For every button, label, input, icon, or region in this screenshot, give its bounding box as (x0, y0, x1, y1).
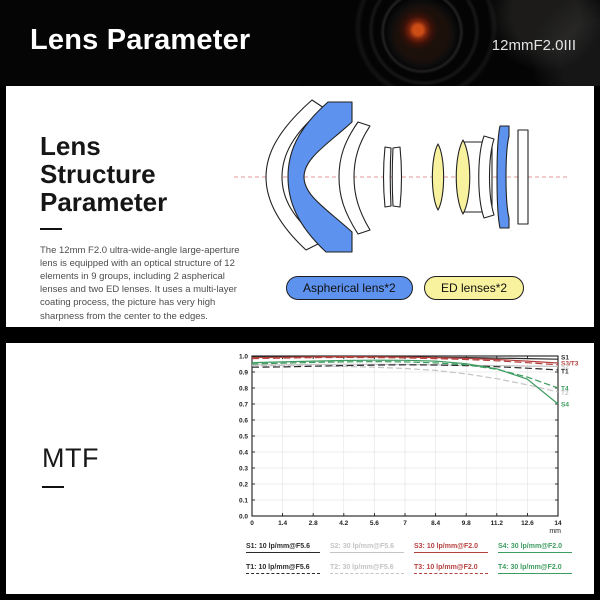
svg-text:0.9: 0.9 (239, 369, 248, 376)
lens-element-aspherical-2 (496, 125, 510, 229)
svg-text:0.5: 0.5 (239, 433, 248, 440)
lens-elements-group (265, 99, 529, 253)
svg-text:1.0: 1.0 (239, 353, 248, 360)
lens-structure-diagram (234, 99, 570, 253)
curve-label-T4: T4 (561, 385, 569, 392)
legend-label-T4: T4: 30 lp/mm@F2.0 (498, 564, 562, 571)
mtf-chart-svg: 0.0 0.1 0.2 0.3 0.4 0.5 0.6 0.7 0.8 0.9 1.0 0 1.4 2.8… (239, 353, 579, 535)
structure-heading-line2: Structure (40, 159, 156, 190)
svg-text:2.8: 2.8 (309, 520, 318, 527)
structure-heading: Lens Structure Parameter (40, 131, 168, 231)
mtf-series-S4 (251, 359, 559, 405)
curve-label-T1: T1 (561, 368, 569, 375)
mtf-heading-text: MTF (42, 443, 99, 473)
curve-label-T2: T2 (561, 390, 569, 397)
svg-text:4.2: 4.2 (339, 520, 348, 527)
legend-item-T2: T2: 30 lp/mm@F5.6 (330, 564, 408, 585)
mtf-series-S3 (251, 355, 559, 364)
legend-label-T3: T3: 10 lp/mm@F2.0 (414, 564, 478, 571)
structure-description: The 12mm F2.0 ultra-wide-angle large-ape… (40, 245, 240, 322)
svg-text:0.8: 0.8 (239, 385, 248, 392)
svg-text:0: 0 (250, 520, 254, 527)
svg-text:12.6: 12.6 (521, 520, 534, 527)
legend-item-T3: T3: 10 lp/mm@F2.0 (414, 564, 492, 585)
lens-element-aspherical-1 (287, 101, 353, 253)
legend-item-S2: S2: 30 lp/mm@F5.6 (330, 543, 408, 564)
svg-text:0.6: 0.6 (239, 417, 248, 424)
svg-text:11.2: 11.2 (491, 520, 504, 527)
lens-structure-panel: Lens Structure Parameter The 12mm F2.0 u… (6, 86, 594, 327)
curve-label-S3-T3: S3/T3 (561, 361, 579, 368)
legend-label-S4: S4: 30 lp/mm@F2.0 (498, 543, 563, 550)
structure-heading-line3: Parameter (40, 187, 168, 218)
heading-underline-dash (40, 228, 62, 231)
svg-text:0.2: 0.2 (239, 481, 248, 488)
svg-text:0.1: 0.1 (239, 497, 248, 504)
lens-element-filter (517, 129, 529, 225)
legend-line-sample-S4 (498, 552, 572, 553)
header-banner: Lens Parameter 12mmF2.0III (0, 0, 600, 86)
mtf-heading: MTF (42, 443, 99, 488)
legend-label-T2: T2: 30 lp/mm@F5.6 (330, 564, 394, 571)
legend-line-sample-T3 (414, 573, 488, 574)
mtf-heading-underline-dash (42, 486, 64, 488)
lens-element-meniscus-3 (478, 135, 495, 219)
legend-label-S1: S1: 10 lp/mm@F5.6 (246, 543, 311, 550)
svg-text:14: 14 (554, 520, 562, 527)
svg-text:9.8: 9.8 (462, 520, 471, 527)
legend-line-sample-S1 (246, 552, 320, 553)
ed-lens-badge: ED lenses*2 (424, 276, 525, 300)
mtf-series-T1 (251, 364, 559, 371)
svg-text:0.0: 0.0 (239, 513, 248, 520)
legend-line-sample-S2 (330, 552, 404, 553)
legend-line-sample-T1 (246, 573, 320, 574)
mtf-series-T3 (251, 356, 559, 366)
lens-element-mid-a (382, 146, 392, 208)
mtf-series-T2 (252, 365, 559, 393)
lens-element-meniscus-2 (338, 121, 371, 235)
legend-label-S2: S2: 30 lp/mm@F5.6 (330, 543, 395, 550)
svg-text:8.4: 8.4 (431, 520, 440, 527)
curve-label-S1: S1 (561, 355, 569, 362)
svg-text:0.4: 0.4 (239, 449, 248, 456)
svg-text:5.6: 5.6 (370, 520, 379, 527)
legend-item-S1: S1: 10 lp/mm@F5.6 (246, 543, 324, 564)
mtf-panel: MTF 0.0 0.1 0.2 0.3 0.4 0.5 0.6 0.7 0.8 0.9 1.0 0 1.… (6, 343, 594, 594)
svg-text:1.4: 1.4 (278, 520, 287, 527)
legend-line-sample-S3 (414, 552, 488, 553)
legend-line-sample-T2 (330, 573, 404, 574)
legend-item-T1: T1: 10 lp/mm@F5.6 (246, 564, 324, 585)
lens-element-mid-b (391, 146, 403, 208)
lens-element-ed-1 (431, 143, 445, 211)
lens-element-ed-2 (455, 139, 471, 215)
curve-label-S4: S4 (561, 401, 569, 408)
mtf-chart: 0.0 0.1 0.2 0.3 0.4 0.5 0.6 0.7 0.8 0.9 1.0 0 1.4 2.8… (228, 349, 590, 535)
svg-text:mm: mm (549, 528, 561, 535)
svg-text:7: 7 (403, 520, 407, 527)
lens-product-photo (300, 0, 600, 86)
legend-item-S3: S3: 10 lp/mm@F2.0 (414, 543, 492, 564)
structure-heading-line1: Lens (40, 131, 101, 161)
mtf-series-T4 (251, 360, 559, 389)
svg-text:0.7: 0.7 (239, 401, 248, 408)
svg-text:0.3: 0.3 (239, 465, 248, 472)
legend-line-sample-T4 (498, 573, 572, 574)
lens-model-label: 12mmF2.0III (491, 37, 576, 54)
page-title: Lens Parameter (30, 24, 251, 56)
legend-label-S3: S3: 10 lp/mm@F2.0 (414, 543, 479, 550)
curve-label-S2: S2 (561, 364, 569, 371)
legend-label-T1: T1: 10 lp/mm@F5.6 (246, 564, 310, 571)
legend-item-S4: S4: 30 lp/mm@F2.0 (498, 543, 576, 564)
aspherical-lens-badge: Aspherical lens*2 (286, 276, 413, 300)
legend-item-T4: T4: 30 lp/mm@F2.0 (498, 564, 576, 585)
mtf-legend: S1: 10 lp/mm@F5.6 S2: 30 lp/mm@F5.6 S3: 10… (246, 543, 582, 585)
